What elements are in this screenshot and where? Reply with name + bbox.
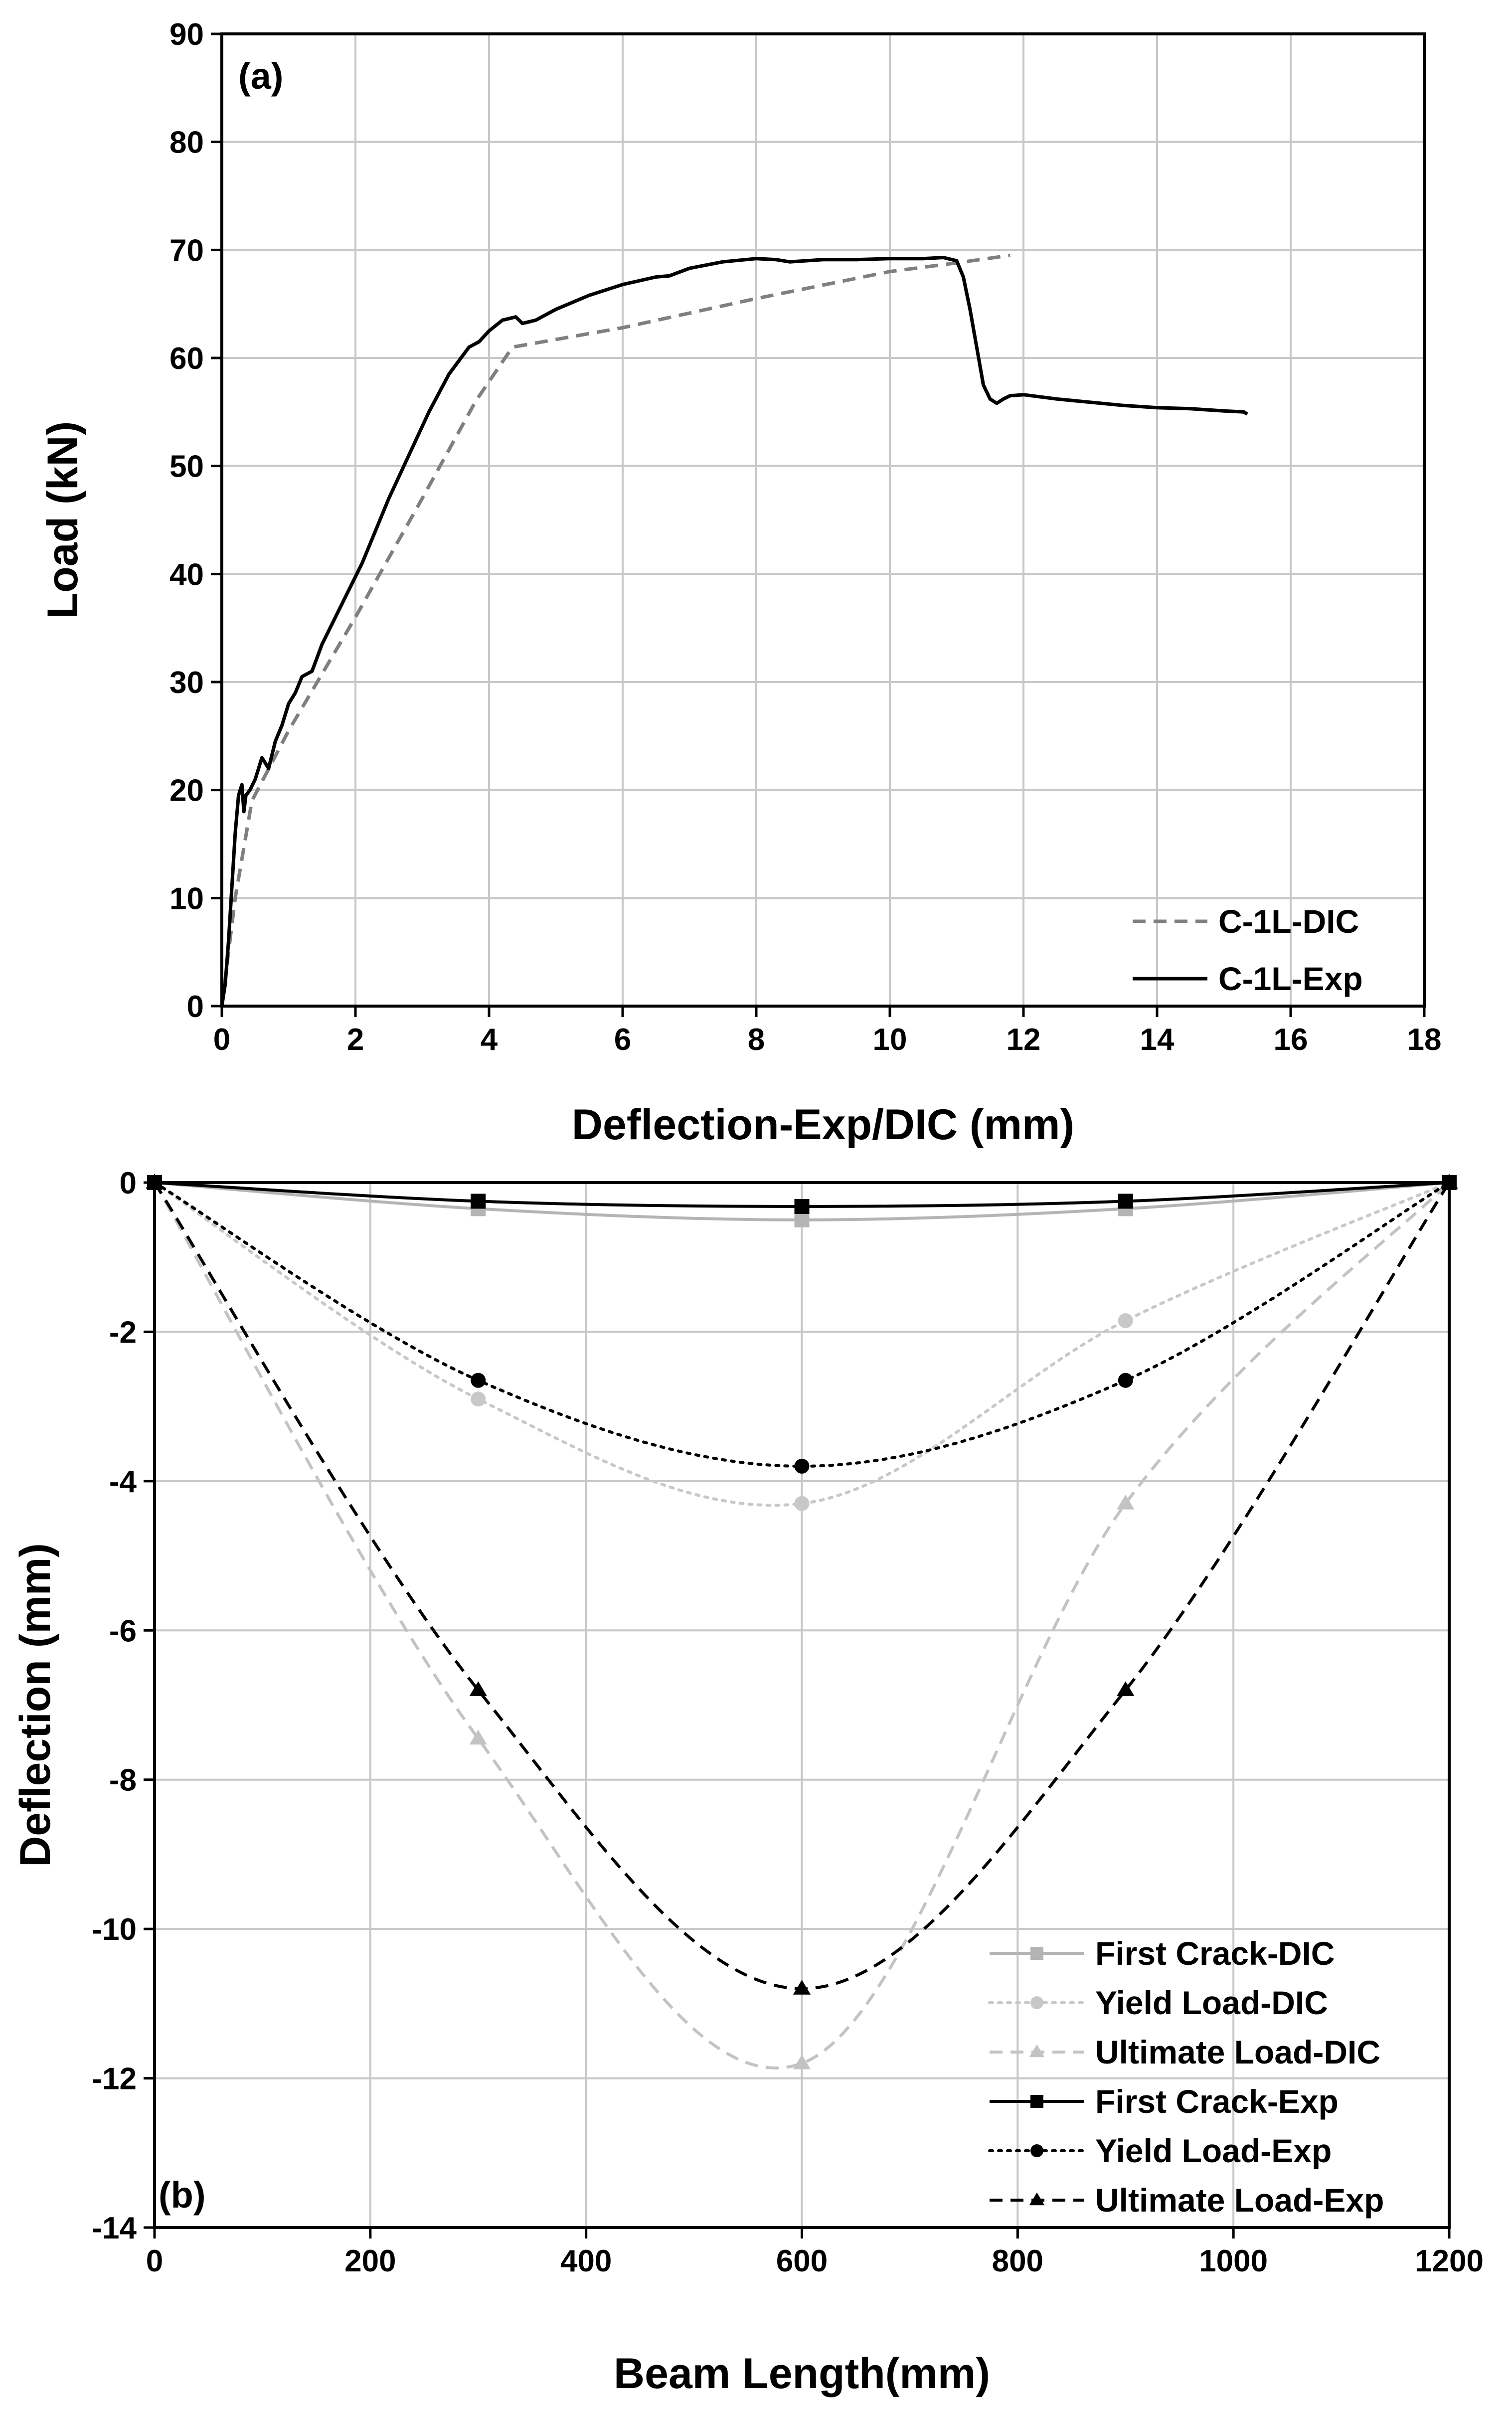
- series-line-c-1l-exp: [220, 256, 1248, 1007]
- data-point-ultimate-load-exp: [469, 1681, 487, 1696]
- panel-b-legend: First Crack-DIC Yield Load-DIC Ultimate Lo…: [988, 1935, 1384, 2219]
- panel-a-x-axis-label: Deflection-Exp/DIC (mm): [572, 1101, 1074, 1149]
- panel-b-label: (b): [159, 2174, 206, 2216]
- panel-a-x-tick-label: 14: [1140, 1023, 1175, 1057]
- panel-b-y-tick-label: -2: [109, 1315, 137, 1350]
- panel-a-y-tick-label: 40: [169, 557, 204, 592]
- panel-a-y-tick-label: 90: [169, 17, 204, 52]
- panel-a-grid: [221, 33, 1425, 1007]
- panel-a-x-tick-label: 12: [1007, 1023, 1041, 1057]
- panel-a-x-tick-label: 8: [748, 1023, 765, 1057]
- panel-b-y-tick-label: -6: [109, 1614, 137, 1648]
- data-point-yield-load-dic: [794, 1496, 810, 1511]
- panel-b-y-tick-label: -12: [92, 2062, 137, 2096]
- panel-b-tick-labels: 0 200 400 600 800 1000 1200 0 -2 -4 -6 -8 -10 -12 -14: [92, 1166, 1484, 2278]
- panel-a-tick-labels: 0 2 4 6 8 10 12 14 16 18 0 10 20 30 40 50 60 70 80 90: [169, 17, 1441, 1057]
- panel-b-y-tick-label: -14: [92, 2211, 137, 2245]
- panel-a-y-tick-label: 70: [169, 233, 204, 268]
- panel-a-series: [220, 253, 1248, 1007]
- legend-label-first-crack-dic: First Crack-DIC: [1095, 1935, 1335, 1972]
- panel-b-grid: [154, 1182, 1450, 2229]
- legend-marker-yield-load-dic: [1030, 1996, 1043, 2009]
- panel-b-x-tick-label: 0: [146, 2244, 163, 2278]
- data-point-ultimate-load-exp: [793, 1980, 811, 1995]
- data-point-ultimate-load-dic: [1117, 1494, 1135, 1510]
- data-point-first-crack-exp: [794, 1199, 810, 1214]
- legend-marker-first-crack-dic: [1030, 1947, 1043, 1960]
- panel-b-y-tick-label: -8: [109, 1763, 137, 1798]
- data-point-ultimate-load-exp: [1117, 1681, 1135, 1696]
- series-line-ultimate-load-dic: [153, 1181, 1451, 2069]
- panel-a-y-tick-label: 60: [169, 342, 204, 376]
- panel-b-y-axis-label: Deflection (mm): [11, 1543, 59, 1867]
- panel-a-legend: C-1L-DIC C-1L-Exp: [1133, 903, 1363, 997]
- panel-a-x-tick-label: 18: [1407, 1023, 1442, 1057]
- panel-b-y-tick-label: -4: [109, 1465, 137, 1499]
- data-point-yield-load-exp: [471, 1373, 486, 1388]
- panel-a-x-tick-label: 6: [614, 1023, 631, 1057]
- panel-a-y-tick-label: 0: [187, 990, 204, 1024]
- panel-b-x-axis-label: Beam Length(mm): [614, 2350, 990, 2398]
- legend-label-ultimate-load-dic: Ultimate Load-DIC: [1095, 2034, 1380, 2070]
- legend-label-yield-load-exp: Yield Load-Exp: [1095, 2132, 1332, 2169]
- data-point-ultimate-load-dic: [469, 1729, 487, 1745]
- panel-a-load-deflection-chart: 0 2 4 6 8 10 12 14 16 18 0 10 20 30 40 50 60 70 80 90 Defle…: [39, 17, 1441, 1149]
- data-point-ultimate-load-dic: [793, 2054, 811, 2069]
- data-point-first-crack-dic: [794, 1212, 810, 1227]
- panel-a-x-tick-label: 16: [1274, 1023, 1308, 1057]
- panel-b-series: [146, 1174, 1458, 2069]
- panel-a-x-tick-label: 10: [873, 1023, 907, 1057]
- legend-label-ultimate-load-exp: Ultimate Load-Exp: [1095, 2182, 1384, 2219]
- data-point-yield-load-exp: [794, 1458, 810, 1474]
- legend-label-yield-load-dic: Yield Load-DIC: [1095, 1984, 1328, 2021]
- panel-b-x-tick-label: 1000: [1199, 2244, 1268, 2278]
- panel-a-x-tick-label: 0: [213, 1023, 230, 1057]
- panel-a-y-axis-label: Load (kN): [39, 421, 87, 619]
- panel-b-x-tick-label: 1200: [1415, 2244, 1484, 2278]
- legend-marker-yield-load-exp: [1030, 2144, 1043, 2157]
- panel-b-x-tick-label: 400: [560, 2244, 612, 2278]
- panel-a-y-tick-label: 50: [169, 450, 204, 484]
- data-point-first-crack-exp: [471, 1194, 486, 1209]
- panel-a-x-tick-label: 4: [481, 1023, 498, 1057]
- legend-label-c-1l-dic: C-1L-DIC: [1218, 903, 1359, 940]
- series-line-c-1l-dic: [220, 253, 1010, 1007]
- panel-a-y-tick-label: 20: [169, 774, 204, 808]
- panel-b-y-tick-label: -10: [92, 1912, 137, 1947]
- data-point-yield-load-exp: [1118, 1373, 1133, 1388]
- data-point-yield-load-dic: [1118, 1313, 1133, 1328]
- panel-a-plot-frame: [220, 32, 1426, 1008]
- data-point-first-crack-exp: [1118, 1194, 1133, 1209]
- legend-label-c-1l-exp: C-1L-Exp: [1218, 960, 1363, 997]
- legend-marker-first-crack-exp: [1030, 2095, 1043, 2108]
- legend-marker-ultimate-load-exp: [1029, 2192, 1045, 2206]
- panel-b-beam-deflection-chart: 0 200 400 600 800 1000 12000-2-4-6-8-10-12-14 …: [11, 1166, 1484, 2398]
- panel-a-y-tick-label: 30: [169, 666, 204, 700]
- panel-a-y-tick-label: 80: [169, 126, 204, 160]
- data-point-yield-load-dic: [471, 1391, 486, 1407]
- legend-label-first-crack-exp: First Crack-Exp: [1095, 2083, 1339, 2120]
- panel-b-x-tick-label: 800: [992, 2244, 1043, 2278]
- legend-marker-ultimate-load-dic: [1029, 2044, 1045, 2058]
- panel-b-x-tick-label: 200: [344, 2244, 396, 2278]
- panel-a-label: (a): [238, 55, 283, 97]
- panel-b-y-tick-label: 0: [120, 1166, 137, 1201]
- panel-a-x-tick-label: 2: [347, 1023, 364, 1057]
- panel-a-y-tick-label: 10: [169, 881, 204, 916]
- panel-b-x-tick-label: 600: [776, 2244, 828, 2278]
